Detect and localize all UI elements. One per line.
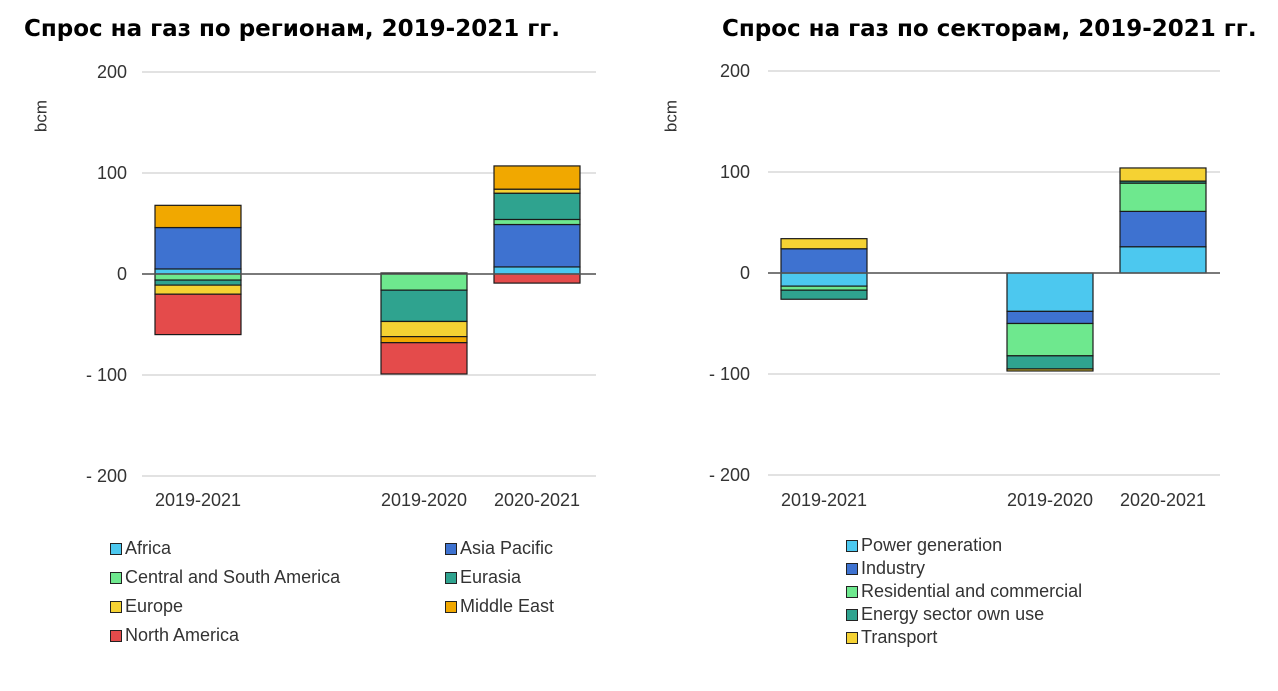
legend-label-c1-1: Industry <box>861 558 926 578</box>
legend-label-c1-0: Power generation <box>861 535 1003 555</box>
legend-swatch-c0-1 <box>445 542 457 555</box>
legend-label-c0-6: North America <box>125 625 240 645</box>
bar-segment-c1-0-2 <box>780 285 868 291</box>
bar-segment-c1-0-1 <box>780 248 868 274</box>
bar-segment-c1-0-3 <box>780 289 868 300</box>
bar-segment-c1-1-0 <box>1006 272 1094 312</box>
bar-segment-c0-1-4 <box>380 320 468 338</box>
bar-segment-c0-0-5 <box>154 204 242 229</box>
legend-label-c1-3: Energy sector own use <box>861 604 1045 624</box>
legend-label-c1-4: Transport <box>861 627 938 647</box>
bar-segment-c0-2-6 <box>493 273 581 284</box>
legend-item-c0-2: Central and South America <box>110 567 340 588</box>
bar-segment-c1-2-0 <box>1119 246 1207 274</box>
legend-item-c0-0: Africa <box>110 538 171 559</box>
legend-label-c0-1: Asia Pacific <box>460 538 554 558</box>
bar-segment-c0-0-1 <box>154 226 242 270</box>
y-tick-label-c1-2: 0 <box>740 263 750 283</box>
y-tick-label-c1-1: 100 <box>720 162 750 182</box>
bar-segment-c1-2-1 <box>1119 210 1207 248</box>
y-axis-label-c0: bcm <box>31 100 50 132</box>
legend-item-c1-2: Residential and commercial <box>846 581 1082 602</box>
bar-segment-c1-1-1 <box>1006 310 1094 325</box>
bar-segment-c0-2-1 <box>493 223 581 268</box>
bar-segment-c0-0-4 <box>154 284 242 295</box>
bar-segment-c1-0-4 <box>780 238 868 250</box>
legend-label-c0-2: Central and South America <box>125 567 341 587</box>
legend-item-c1-3: Energy sector own use <box>846 604 1044 625</box>
y-tick-label-c0-1: 100 <box>97 163 127 183</box>
bar-segment-c0-0-0 <box>154 268 242 275</box>
bar-segment-c1-2-2 <box>1119 182 1207 212</box>
y-axis-label-c1: bcm <box>661 100 680 132</box>
y-tick-label-c0-2: 0 <box>117 264 127 284</box>
bar-segment-c1-1-3 <box>1006 355 1094 370</box>
legend-swatch-c0-5 <box>445 600 457 613</box>
chart-title-regions: Спрос на газ по регионам, 2019-2021 гг. <box>24 16 561 42</box>
x-tick-label-c1-0: 2019-2021 <box>781 490 867 510</box>
legend-swatch-c1-4 <box>846 631 858 644</box>
legend-swatch-c0-6 <box>110 629 122 642</box>
legend-swatch-c1-0 <box>846 539 858 552</box>
legend-item-c0-6: North America <box>110 625 239 646</box>
bar-segment-c0-2-5 <box>493 165 581 190</box>
legend-swatch-c1-3 <box>846 608 858 621</box>
bar-segment-c0-2-4 <box>493 188 581 194</box>
legend-swatch-c0-2 <box>110 571 122 584</box>
bar-segment-c0-0-3 <box>154 279 242 286</box>
bar-segment-c0-1-6 <box>380 342 468 375</box>
legend-label-c0-5: Middle East <box>460 596 555 616</box>
bar-segment-c1-1-4 <box>1006 368 1094 372</box>
y-tick-label-c0-0: 200 <box>97 62 127 82</box>
bar-segment-c0-2-2 <box>493 218 581 226</box>
legend-swatch-c1-1 <box>846 562 858 575</box>
legend-item-c1-4: Transport <box>846 627 937 648</box>
legend-swatch-c0-4 <box>110 600 122 613</box>
legend-item-c1-1: Industry <box>846 558 925 579</box>
legend-label-c0-4: Europe <box>125 596 184 616</box>
legend-item-c0-3: Eurasia <box>445 567 521 588</box>
legend-label-c0-3: Eurasia <box>460 567 522 587</box>
bar-segment-c0-0-6 <box>154 293 242 336</box>
bar-segment-c0-2-0 <box>493 266 581 275</box>
legend-swatch-c0-0 <box>110 542 122 555</box>
legend-label-c0-0: Africa <box>125 538 172 558</box>
chart-title-sectors: Спрос на газ по секторам, 2019-2021 гг. <box>722 16 1257 42</box>
bar-segment-c0-1-5 <box>380 336 468 344</box>
legend-item-c1-0: Power generation <box>846 535 1002 556</box>
bar-segment-c1-2-4 <box>1119 167 1207 182</box>
bar-segment-c0-1-2 <box>380 273 468 291</box>
bar-segment-c0-1-3 <box>380 289 468 323</box>
legend-item-c0-1: Asia Pacific <box>445 538 553 559</box>
bar-segment-c0-2-3 <box>493 192 581 221</box>
y-tick-label-c0-3: - 100 <box>86 365 127 385</box>
y-tick-label-c1-4: - 200 <box>709 465 750 485</box>
x-tick-label-c0-0: 2019-2021 <box>155 490 241 510</box>
x-tick-label-c0-1: 2019-2020 <box>381 490 467 510</box>
bar-segment-c0-0-2 <box>154 273 242 281</box>
legend-item-c0-5: Middle East <box>445 596 554 617</box>
bar-segment-c1-0-0 <box>780 272 868 287</box>
y-tick-label-c1-0: 200 <box>720 61 750 81</box>
x-tick-label-c1-2: 2020-2021 <box>1120 490 1206 510</box>
bar-segment-c1-1-2 <box>1006 322 1094 357</box>
legend-item-c0-4: Europe <box>110 596 183 617</box>
y-tick-label-c0-4: - 200 <box>86 466 127 486</box>
legend-swatch-c1-2 <box>846 585 858 598</box>
x-tick-label-c1-1: 2019-2020 <box>1007 490 1093 510</box>
legend-swatch-c0-3 <box>445 571 457 584</box>
y-tick-label-c1-3: - 100 <box>709 364 750 384</box>
x-tick-label-c0-2: 2020-2021 <box>494 490 580 510</box>
legend-label-c1-2: Residential and commercial <box>861 581 1083 601</box>
